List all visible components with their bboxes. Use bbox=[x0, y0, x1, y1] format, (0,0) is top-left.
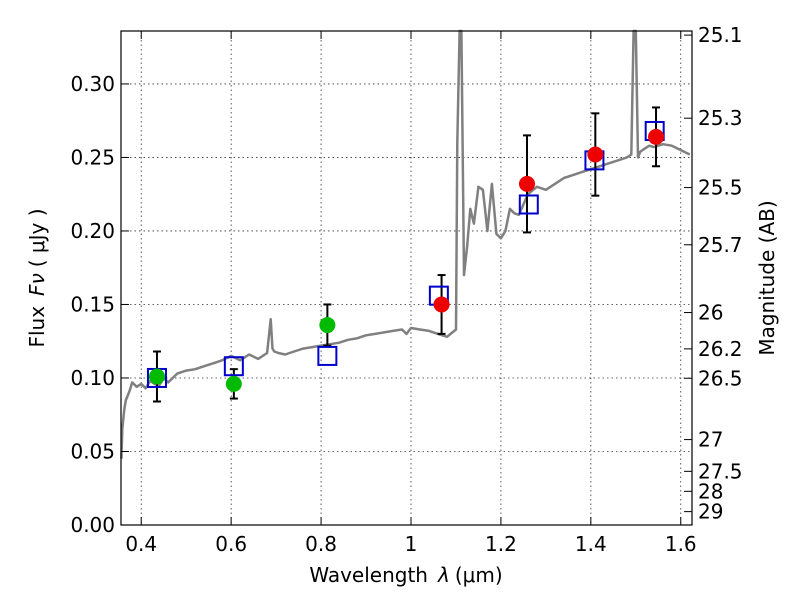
y-tick-label: 0.20 bbox=[70, 219, 115, 243]
x-tick-label: 0.8 bbox=[305, 532, 337, 556]
mag-tick-label: 25.5 bbox=[698, 176, 743, 200]
y-axis-symbol: Fν bbox=[25, 273, 49, 296]
y-tick-label: 0.30 bbox=[70, 72, 115, 96]
mag-tick-label: 25.1 bbox=[698, 23, 743, 47]
observed-circle-marker bbox=[225, 375, 242, 392]
y-tick-label: 0.10 bbox=[70, 366, 115, 390]
observed-circle-marker bbox=[433, 296, 450, 313]
mag-tick-label: 26.5 bbox=[698, 366, 743, 390]
y-axis-unit: ( μJy ) bbox=[25, 208, 49, 267]
y-tick-label: 0.25 bbox=[70, 145, 115, 169]
y-axis-label-text: Flux bbox=[25, 306, 49, 348]
x-axis-symbol: λ bbox=[437, 563, 450, 587]
model-square-marker bbox=[223, 356, 244, 377]
y-tick-label: 0.00 bbox=[70, 513, 115, 537]
mag-tick-label: 29 bbox=[698, 500, 723, 524]
observed-circle-marker bbox=[587, 146, 604, 163]
x-tick-label: 0.6 bbox=[215, 532, 247, 556]
y-axis-ticks: 0.00 0.05 0.10 0.15 0.20 0.25 0.30 bbox=[70, 72, 129, 537]
model-square-marker bbox=[317, 345, 338, 366]
mag-tick-label: 26 bbox=[698, 301, 723, 325]
mag-tick-label: 25.7 bbox=[698, 233, 743, 257]
plot-background bbox=[121, 31, 692, 525]
model-photometry-markers bbox=[146, 120, 665, 388]
observed-circle-marker bbox=[319, 317, 336, 334]
x-axis-ticks: 0.4 0.6 0.8 1 1.2 1.4 1.6 bbox=[125, 31, 697, 556]
observed-photometry-markers bbox=[148, 128, 665, 392]
x-tick-label: 1.2 bbox=[485, 532, 517, 556]
y-tick-label: 0.05 bbox=[70, 439, 115, 463]
x-tick-label: 1.6 bbox=[665, 532, 697, 556]
y-axis-title: Flux Fν ( μJy ) bbox=[25, 208, 49, 347]
mag-tick-label: 27 bbox=[698, 428, 723, 452]
x-tick-label: 0.4 bbox=[125, 532, 157, 556]
mag-tick-label: 26.2 bbox=[698, 337, 743, 361]
y-tick-label: 0.15 bbox=[70, 292, 115, 316]
mag-tick-label: 28 bbox=[698, 479, 723, 503]
mag-tick-label: 27.5 bbox=[698, 459, 743, 483]
x-axis-label-text: Wavelength bbox=[309, 563, 428, 587]
observed-circle-marker bbox=[148, 368, 165, 385]
x-tick-label: 1.4 bbox=[575, 532, 607, 556]
x-tick-label: 1 bbox=[405, 532, 418, 556]
right-axis-title: Magnitude (AB) bbox=[755, 200, 779, 355]
observed-circle-marker bbox=[648, 128, 665, 145]
observed-circle-marker bbox=[518, 175, 535, 192]
x-axis-title: Wavelength λ (μm) bbox=[309, 563, 502, 587]
x-axis-unit: (μm) bbox=[455, 563, 503, 587]
plot-frame bbox=[120, 30, 693, 526]
model-square-marker bbox=[518, 194, 539, 215]
mag-tick-label: 25.3 bbox=[698, 106, 743, 130]
